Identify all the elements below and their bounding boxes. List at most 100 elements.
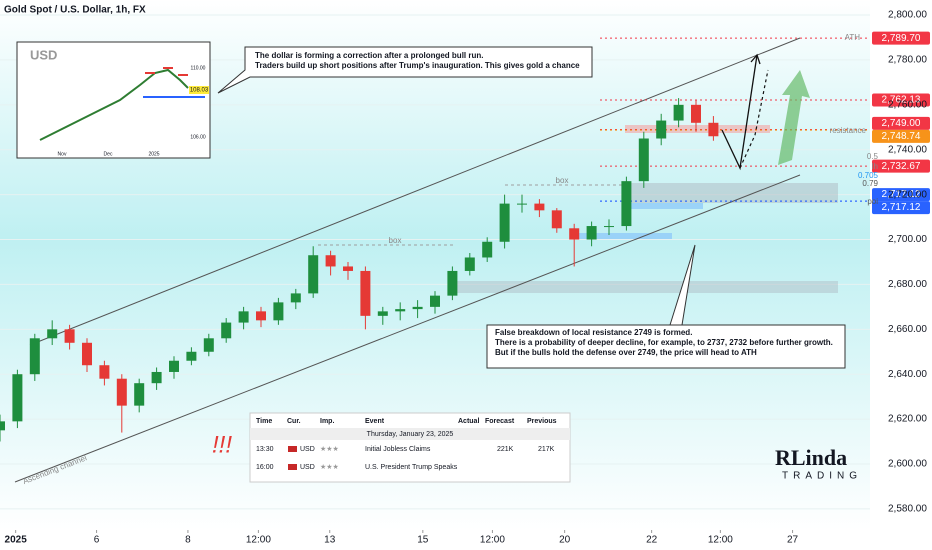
level-label: 2,717.12 (882, 189, 921, 200)
candle-body (656, 120, 667, 139)
calendar-cell: 221K (497, 446, 514, 453)
annotation: ATH (845, 33, 861, 42)
calendar-cell: 16:00 (256, 464, 274, 471)
level-label-bg (872, 116, 930, 130)
calendar-cell: Initial Jobless Claims (365, 446, 431, 453)
projection-dashed (739, 69, 769, 169)
level-label-bg (872, 93, 930, 107)
logo-sub: TRADING (782, 471, 862, 482)
candle-body (604, 226, 614, 228)
flag (288, 446, 297, 452)
candle-body (99, 365, 110, 379)
candle-body (238, 311, 249, 323)
candle-body (169, 360, 179, 372)
inset-chart: USD 108.03 110.00 106.00 Nov Dec 2025 (16, 41, 211, 159)
x-tick-label: 13 (324, 535, 336, 546)
y-tick-label: 2,780.00 (888, 55, 927, 66)
y-tick-label: 2,700.00 (888, 234, 927, 245)
candle-body (64, 329, 75, 343)
candle-body (116, 378, 127, 406)
level-label: 2,789.70 (882, 33, 921, 44)
candle-body (308, 255, 319, 294)
annotation: 0.5 (867, 152, 879, 161)
level-label-bg (872, 159, 930, 173)
candle-body (12, 374, 23, 422)
candle-body (47, 329, 58, 339)
y-tick-label: 2,760.00 (888, 99, 927, 110)
candle-body (82, 342, 92, 366)
y-tick-label: 2,600.00 (888, 459, 927, 470)
x-tick-label: 12:00 (708, 535, 733, 546)
callout-text: Traders build up short positions after T… (255, 61, 580, 70)
y-tick-label: 2,740.00 (888, 144, 927, 155)
x-tick-label: 12:00 (246, 535, 271, 546)
level-label: 2,749.00 (882, 118, 921, 129)
candle-body (377, 311, 388, 316)
stars: ★★★ (320, 463, 339, 471)
y-tick-label: 2,580.00 (888, 504, 927, 515)
candle-body (517, 203, 527, 205)
candle-body (0, 421, 5, 431)
calendar-cell: USD (300, 464, 315, 471)
inset-price-bg (189, 86, 209, 94)
y-tick-label: 2,680.00 (888, 279, 927, 290)
candle-body (569, 228, 580, 240)
level-label: 2,732.67 (882, 161, 921, 172)
calendar: Time Cur. Imp. Event Actual Forecast Previous T… (249, 412, 571, 483)
x-tick-label: 2025 (5, 535, 28, 546)
candle-body (203, 338, 214, 352)
calendar-header: Actual (458, 418, 479, 425)
candle-body (638, 138, 649, 182)
level-label: 2,762.13 (882, 95, 921, 106)
calendar-header: Event (365, 418, 385, 425)
candle-body (325, 255, 336, 267)
level-label: 2,748.74 (882, 131, 921, 142)
x-tick-label: 8 (185, 535, 191, 546)
annotation: 0.705 (858, 171, 879, 180)
candle-body (151, 371, 162, 384)
calendar-cell: USD (300, 446, 315, 453)
flag (288, 464, 297, 470)
calendar-header: Cur. (287, 418, 301, 425)
annotation: !!! (212, 431, 232, 458)
level-label: 2,717.12 (882, 202, 921, 213)
x-tick-label: 15 (417, 535, 429, 546)
time-axis-bg (0, 530, 870, 550)
x-tick-label: 12:00 (480, 535, 505, 546)
stars: ★★★ (320, 445, 339, 453)
candle-body (412, 306, 423, 310)
inset-price: 108.03 (190, 88, 209, 94)
inset-line (39, 68, 189, 141)
calendar-header: Time (256, 418, 272, 425)
blue-zone (630, 203, 703, 209)
annotation: resistance (830, 126, 867, 135)
levels: 2,789.70 2,762.13 2,749.00 2,748.74 2,732.67… (600, 31, 930, 215)
chart-title: Gold Spot / U.S. Dollar, 1h, FX (4, 5, 146, 16)
annotation: poi (867, 197, 878, 206)
calendar-header: Forecast (485, 418, 515, 425)
candle-body (447, 270, 458, 296)
level-label-bg (872, 201, 930, 215)
annotation: lh (872, 162, 878, 171)
candle-body (186, 351, 197, 361)
callouts: The dollar is forming a correction after… (255, 51, 833, 357)
calendar-cell: U.S. President Trump Speaks (365, 464, 458, 471)
candle-body (273, 302, 284, 321)
callout-text: There is a probability of deeper decline… (495, 338, 833, 347)
callout-text: False breakdown of local resistance 2749… (495, 328, 692, 337)
inset-tick: 106.00 (190, 134, 206, 140)
calendar-date: Thursday, January 23, 2025 (367, 431, 454, 438)
calendar-cell: 217K (538, 446, 555, 453)
y-tick-label: 2,720.00 (888, 189, 927, 200)
x-tick-label: 22 (646, 535, 658, 546)
x-tick-label: 27 (787, 535, 799, 546)
inset-frame (16, 41, 211, 159)
x-tick-label: 6 (94, 535, 100, 546)
channel-lower (14, 174, 801, 483)
candle-body (621, 181, 632, 227)
poi-zone (630, 183, 838, 203)
candle-body (464, 257, 475, 271)
candle-body (395, 309, 406, 312)
annotation: 0.79 (862, 179, 878, 188)
